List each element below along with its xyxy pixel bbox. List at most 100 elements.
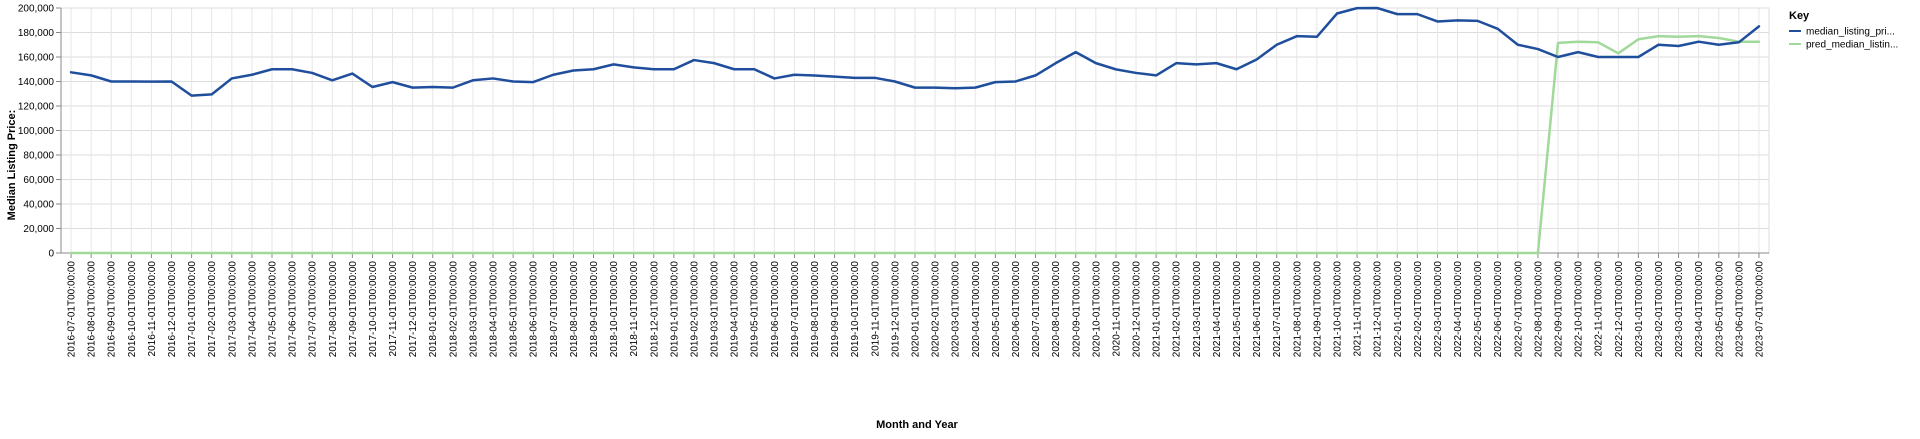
x-tick-label: 2022-09-01T00:00:00 bbox=[1554, 261, 1565, 358]
gridlines bbox=[61, 7, 1769, 254]
x-tick-label: 2017-12-01T00:00:00 bbox=[408, 261, 419, 358]
y-tick-label: 40,000 bbox=[23, 200, 54, 211]
x-tick-label: 2020-10-01T00:00:00 bbox=[1091, 261, 1102, 358]
series-line-0 bbox=[69, 6, 1761, 97]
x-tick-label: 2019-03-01T00:00:00 bbox=[710, 261, 721, 358]
x-tick-label: 2020-09-01T00:00:00 bbox=[1071, 261, 1082, 358]
x-tick-label: 2022-06-01T00:00:00 bbox=[1493, 261, 1504, 358]
x-tick-label: 2019-07-01T00:00:00 bbox=[790, 261, 801, 358]
x-tick-label: 2020-06-01T00:00:00 bbox=[1011, 261, 1022, 358]
x-tick-label: 2019-04-01T00:00:00 bbox=[730, 261, 741, 358]
x-tick-label: 2023-03-01T00:00:00 bbox=[1674, 261, 1685, 358]
x-tick-label: 2018-11-01T00:00:00 bbox=[629, 261, 640, 357]
x-tick-label: 2017-07-01T00:00:00 bbox=[308, 261, 319, 358]
x-tick-label: 2018-06-01T00:00:00 bbox=[529, 261, 540, 358]
x-tick-label: 2017-05-01T00:00:00 bbox=[267, 261, 278, 358]
x-tick-label: 2017-11-01T00:00:00 bbox=[388, 261, 399, 357]
x-tick-label: 2018-03-01T00:00:00 bbox=[468, 261, 479, 358]
x-tick-label: 2023-05-01T00:00:00 bbox=[1714, 261, 1725, 358]
legend-title: Key bbox=[1789, 10, 1810, 22]
x-tick-label: 2018-12-01T00:00:00 bbox=[649, 261, 660, 358]
y-tick-label: 0 bbox=[48, 249, 54, 260]
legend-label: pred_median_listin... bbox=[1806, 40, 1898, 51]
x-tick-label: 2023-07-01T00:00:00 bbox=[1754, 261, 1765, 358]
y-tick-label: 80,000 bbox=[23, 151, 54, 162]
y-tick-label: 160,000 bbox=[18, 53, 55, 64]
x-tick-label: 2018-01-01T00:00:00 bbox=[428, 261, 439, 358]
y-axis-ticks: 0 20,000 40,000 60,000 80,000 100,000 120,000 1… bbox=[18, 4, 61, 260]
x-tick-label: 2022-10-01T00:00:00 bbox=[1574, 261, 1585, 358]
x-tick-label: 2020-05-01T00:00:00 bbox=[991, 261, 1002, 358]
x-tick-label: 2016-07-01T00:00:00 bbox=[67, 261, 78, 358]
x-axis-title: Month and Year bbox=[876, 419, 958, 431]
x-tick-label: 2021-06-01T00:00:00 bbox=[1252, 261, 1263, 358]
y-tick-label: 60,000 bbox=[23, 175, 54, 186]
x-tick-label: 2019-01-01T00:00:00 bbox=[669, 261, 680, 358]
x-tick-label: 2022-02-01T00:00:00 bbox=[1413, 261, 1424, 358]
x-tick-label: 2020-11-01T00:00:00 bbox=[1111, 261, 1122, 357]
x-tick-label: 2023-04-01T00:00:00 bbox=[1694, 261, 1705, 358]
x-tick-label: 2022-11-01T00:00:00 bbox=[1594, 261, 1605, 357]
x-tick-label: 2021-11-01T00:00:00 bbox=[1353, 261, 1364, 357]
y-tick-label: 140,000 bbox=[18, 77, 55, 88]
x-tick-label: 2020-02-01T00:00:00 bbox=[931, 261, 942, 358]
x-tick-label: 2019-11-01T00:00:00 bbox=[870, 261, 881, 357]
x-tick-label: 2016-08-01T00:00:00 bbox=[87, 261, 98, 358]
x-tick-label: 2022-08-01T00:00:00 bbox=[1533, 261, 1544, 358]
x-tick-label: 2023-06-01T00:00:00 bbox=[1734, 261, 1745, 358]
x-tick-label: 2016-10-01T00:00:00 bbox=[127, 261, 138, 358]
x-tick-label: 2018-07-01T00:00:00 bbox=[549, 261, 560, 358]
legend-label: median_listing_pri... bbox=[1806, 27, 1895, 38]
x-tick-label: 2022-12-01T00:00:00 bbox=[1614, 261, 1625, 358]
x-tick-label: 2016-11-01T00:00:00 bbox=[147, 261, 158, 357]
x-tick-label: 2020-01-01T00:00:00 bbox=[911, 261, 922, 358]
x-tick-label: 2021-09-01T00:00:00 bbox=[1312, 261, 1323, 358]
x-tick-label: 2019-02-01T00:00:00 bbox=[689, 261, 700, 358]
x-tick-label: 2017-06-01T00:00:00 bbox=[288, 261, 299, 358]
x-tick-label: 2022-05-01T00:00:00 bbox=[1473, 261, 1484, 358]
x-tick-label: 2021-07-01T00:00:00 bbox=[1272, 261, 1283, 358]
x-tick-label: 2017-08-01T00:00:00 bbox=[328, 261, 339, 358]
x-tick-label: 2021-02-01T00:00:00 bbox=[1172, 261, 1183, 358]
x-tick-label: 2019-06-01T00:00:00 bbox=[770, 261, 781, 358]
x-tick-label: 2017-10-01T00:00:00 bbox=[368, 261, 379, 358]
x-tick-label: 2021-12-01T00:00:00 bbox=[1373, 261, 1384, 358]
x-tick-label: 2018-10-01T00:00:00 bbox=[609, 261, 620, 358]
legend-items: median_listing_pri... pred_median_listin.… bbox=[1789, 27, 1898, 51]
series-line-1 bbox=[69, 34, 1761, 255]
x-tick-label: 2019-10-01T00:00:00 bbox=[850, 261, 861, 358]
x-tick-label: 2019-08-01T00:00:00 bbox=[810, 261, 821, 358]
y-tick-label: 20,000 bbox=[23, 224, 54, 235]
x-tick-label: 2022-01-01T00:00:00 bbox=[1393, 261, 1404, 358]
x-tick-label: 2018-02-01T00:00:00 bbox=[448, 261, 459, 358]
x-tick-label: 2023-02-01T00:00:00 bbox=[1654, 261, 1665, 358]
y-tick-label: 200,000 bbox=[18, 4, 55, 15]
x-tick-label: 2018-08-01T00:00:00 bbox=[569, 261, 580, 358]
x-tick-label: 2017-02-01T00:00:00 bbox=[207, 261, 218, 358]
x-tick-label: 2021-05-01T00:00:00 bbox=[1232, 261, 1243, 358]
x-tick-label: 2021-10-01T00:00:00 bbox=[1332, 261, 1343, 358]
x-tick-label: 2019-05-01T00:00:00 bbox=[750, 261, 761, 358]
x-tick-label: 2021-08-01T00:00:00 bbox=[1292, 261, 1303, 358]
x-tick-label: 2018-09-01T00:00:00 bbox=[589, 261, 600, 358]
x-tick-label: 2016-09-01T00:00:00 bbox=[107, 261, 118, 358]
x-tick-label: 2017-03-01T00:00:00 bbox=[227, 261, 238, 358]
x-tick-label: 2022-07-01T00:00:00 bbox=[1513, 261, 1524, 358]
x-tick-label: 2020-08-01T00:00:00 bbox=[1051, 261, 1062, 358]
x-tick-label: 2021-04-01T00:00:00 bbox=[1212, 261, 1223, 358]
x-tick-label: 2022-04-01T00:00:00 bbox=[1453, 261, 1464, 358]
y-tick-label: 100,000 bbox=[18, 126, 55, 137]
x-tick-label: 2017-01-01T00:00:00 bbox=[187, 261, 198, 358]
x-tick-label: 2018-04-01T00:00:00 bbox=[489, 261, 500, 358]
x-tick-label: 2021-03-01T00:00:00 bbox=[1192, 261, 1203, 358]
x-tick-label: 2020-07-01T00:00:00 bbox=[1031, 261, 1042, 358]
x-tick-label: 2020-03-01T00:00:00 bbox=[951, 261, 962, 358]
x-tick-label: 2017-04-01T00:00:00 bbox=[247, 261, 258, 358]
x-tick-label: 2020-04-01T00:00:00 bbox=[971, 261, 982, 358]
y-tick-label: 120,000 bbox=[18, 102, 55, 113]
x-tick-label: 2018-05-01T00:00:00 bbox=[509, 261, 520, 358]
x-tick-label: 2019-09-01T00:00:00 bbox=[830, 261, 841, 358]
x-tick-label: 2023-01-01T00:00:00 bbox=[1634, 261, 1645, 358]
